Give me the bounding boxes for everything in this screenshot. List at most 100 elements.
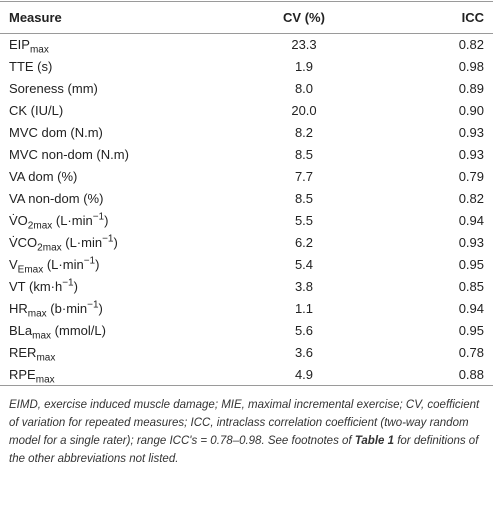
cv-cell: 23.3	[291, 37, 317, 53]
text: TTE (s)	[9, 59, 53, 74]
measure-cell: VA non-dom (%)	[0, 188, 209, 210]
table-row: MVC dom (N.m) 8.2 0.93	[0, 122, 493, 144]
cv-cell: 5.4	[294, 257, 314, 272]
text: VA non-dom (%)	[9, 191, 104, 206]
measure-cell: CK (IU/L)	[0, 100, 209, 122]
cv-cell: 8.5	[294, 191, 314, 206]
icc-cell: 0.95	[458, 257, 484, 272]
text: VT (km·h	[9, 279, 63, 294]
table-row: CK (IU/L) 20.0 0.90	[0, 100, 493, 122]
measure-cell: VT (km·h−1)	[0, 276, 209, 298]
table-row: Soreness (mm) 8.0 0.89	[0, 78, 493, 100]
cv-cell: 3.8	[294, 279, 314, 294]
icc-cell: 0.94	[458, 213, 484, 228]
icc-cell: 0.93	[458, 235, 484, 250]
table-row: RERmax 3.6 0.78	[0, 342, 493, 364]
text: RPE	[9, 366, 36, 382]
text: (mmol/L)	[51, 323, 106, 338]
table-row: RPEmax 4.9 0.88	[0, 364, 493, 386]
text: V	[9, 257, 18, 272]
measure-cell: VA dom (%)	[0, 166, 209, 188]
measure-cell: V̇O2max (L·min−1)	[0, 210, 209, 232]
table-row: EIPmax 23.3 0.82	[0, 34, 493, 56]
text: EIMD, exercise induced muscle damage; MI…	[9, 399, 480, 447]
cv-cell: 4.9	[294, 366, 314, 382]
table-row: VEmax (L·min−1) 5.4 0.95	[0, 254, 493, 276]
text: (L·min	[52, 213, 93, 228]
table-row: V̇O2max (L·min−1) 5.5 0.94	[0, 210, 493, 232]
table-row: BLamax (mmol/L) 5.6 0.95	[0, 320, 493, 342]
subscript: max	[32, 330, 52, 342]
text: )	[95, 257, 100, 272]
text: V̇O	[9, 213, 28, 228]
text: V̇CO	[9, 235, 38, 250]
icc-cell: 0.90	[458, 103, 484, 118]
text: CK (IU/L)	[9, 103, 64, 118]
icc-cell: 0.93	[458, 125, 484, 140]
table-body: EIPmax 23.3 0.82 TTE (s) 1.9 0.98 Soreness (mm…	[0, 34, 493, 386]
measure-cell: VEmax (L·min−1)	[0, 254, 209, 276]
text: )	[98, 301, 103, 316]
icc-cell: 0.94	[458, 301, 484, 316]
text: MVC non-dom (N.m)	[9, 147, 129, 162]
header-cell: ICC	[461, 10, 484, 25]
superscript: −1	[83, 255, 96, 267]
measure-cell: RERmax	[0, 342, 209, 364]
measure-cell: TTE (s)	[0, 56, 209, 78]
data-table: Measure CV (%) ICC EIPmax 23.3 0.82 TTE (s)…	[0, 1, 493, 386]
measure-cell: V̇CO2max (L·min−1)	[0, 232, 209, 254]
table-header: Measure CV (%) ICC	[0, 1, 493, 34]
text: (b·min	[46, 301, 88, 316]
measure-cell: MVC dom (N.m)	[0, 122, 209, 144]
text: RER	[9, 345, 37, 360]
table-row: HRmax (b·min−1) 1.1 0.94	[0, 298, 493, 320]
subscript: max	[27, 308, 47, 320]
table-row: MVC non-dom (N.m) 8.5 0.93	[0, 144, 493, 166]
header-cell: CV (%)	[283, 10, 325, 25]
icc-cell: 0.98	[458, 59, 484, 74]
text: BLa	[9, 323, 33, 338]
icc-cell: 0.85	[458, 279, 484, 294]
subscript: max	[29, 44, 49, 56]
subscript: Emax	[17, 264, 44, 276]
measure-cell: HRmax (b·min−1)	[0, 298, 209, 320]
text: Soreness (mm)	[9, 81, 98, 96]
cv-cell: 3.6	[294, 345, 314, 360]
icc-cell: 0.95	[458, 323, 484, 338]
cv-cell: 20.0	[291, 103, 317, 118]
icc-cell: 0.88	[458, 366, 484, 382]
table-row: TTE (s) 1.9 0.98	[0, 56, 493, 78]
text: )	[113, 235, 118, 250]
measure-cell: RPEmax	[0, 364, 209, 386]
icc-cell: 0.82	[458, 37, 484, 53]
header-row: Measure CV (%) ICC	[0, 1, 493, 34]
icc-cell: 0.82	[458, 191, 484, 206]
superscript: −1	[87, 299, 99, 311]
cv-cell: 8.2	[294, 125, 314, 140]
subscript: max	[36, 352, 56, 364]
header-cell: Measure	[9, 10, 62, 25]
table-row: VA dom (%) 7.7 0.79	[0, 166, 493, 188]
cv-cell: 1.1	[294, 301, 314, 316]
cv-cell: 7.7	[294, 169, 314, 184]
superscript: −1	[92, 211, 105, 223]
table-row: V̇CO2max (L·min−1) 6.2 0.93	[0, 232, 493, 254]
cv-cell: 5.5	[294, 213, 314, 228]
text: (L·min	[61, 235, 103, 250]
cv-cell: 6.2	[294, 235, 314, 250]
text: )	[73, 279, 78, 294]
measure-cell: MVC non-dom (N.m)	[0, 144, 209, 166]
subscript: 2max	[27, 220, 53, 232]
measure-cell: BLamax (mmol/L)	[0, 320, 209, 342]
bold-text: Table 1	[354, 435, 395, 447]
cv-cell: 8.5	[294, 147, 314, 162]
cv-cell: 5.6	[294, 323, 314, 338]
icc-cell: 0.93	[458, 147, 484, 162]
text: (L·min	[43, 257, 84, 272]
icc-cell: 0.78	[458, 345, 484, 360]
text: EIP	[9, 37, 30, 53]
text: HR	[9, 301, 28, 316]
icc-cell: 0.89	[458, 81, 484, 96]
icc-cell: 0.79	[458, 169, 484, 184]
